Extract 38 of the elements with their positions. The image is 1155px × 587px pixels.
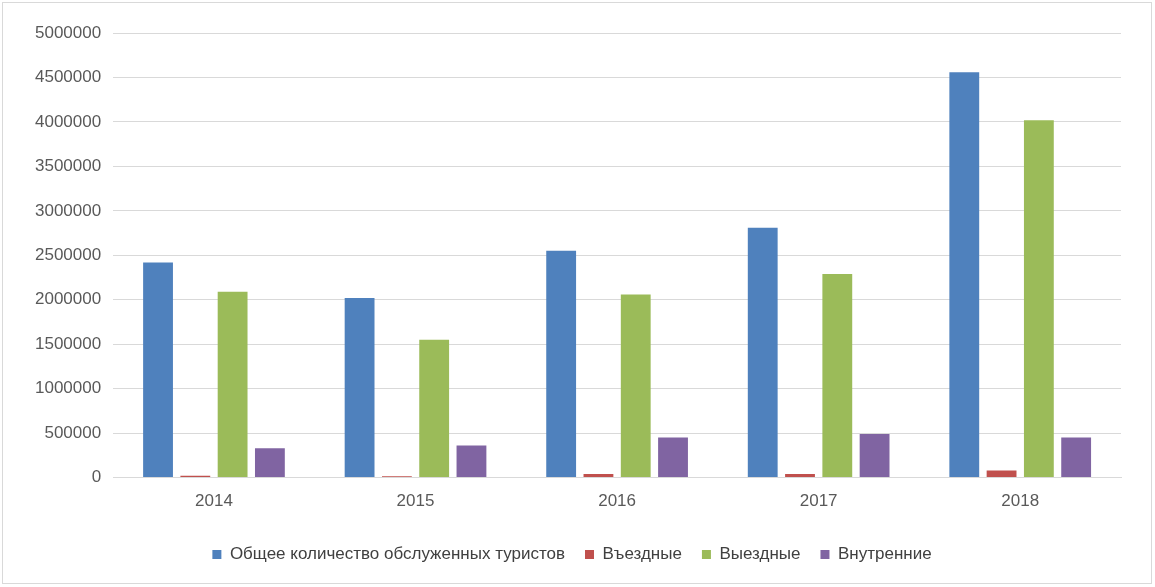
bar: [1023, 120, 1054, 478]
x-tick-label: 2017: [799, 491, 838, 511]
x-tick-label: 2016: [598, 491, 637, 511]
bar: [1061, 437, 1092, 478]
y-tick-label: 1500000: [34, 333, 102, 353]
bar: [344, 297, 375, 478]
y-tick-label: 2000000: [34, 289, 102, 309]
bar: [456, 445, 487, 478]
x-tick-label: 2014: [195, 491, 233, 511]
y-tick-label: 2500000: [34, 244, 102, 264]
legend-label: Общее количество обслуженных туристов: [229, 544, 565, 564]
bar: [583, 474, 614, 478]
bar: [747, 227, 778, 478]
y-tick-label: 1000000: [34, 378, 102, 398]
y-tick-label: 4000000: [34, 111, 102, 131]
y-tick-label: 3500000: [34, 156, 102, 176]
x-tick-label: 2015: [396, 491, 435, 511]
bar: [419, 339, 450, 478]
bar: [546, 250, 577, 478]
bar: [143, 262, 173, 478]
bar: [254, 448, 285, 478]
y-tick-label: 5000000: [34, 22, 102, 42]
bar: [822, 273, 853, 478]
legend-label: Въездные: [602, 544, 682, 564]
y-tick-label: 3000000: [34, 200, 102, 220]
y-tick-label: 0: [91, 467, 102, 487]
bar: [986, 470, 1017, 478]
x-tick-label: 2018: [1001, 491, 1040, 511]
bar: [658, 437, 688, 478]
bar: [949, 72, 980, 478]
bar: [620, 294, 651, 478]
bar: [859, 434, 890, 478]
legend-label: Выездные: [719, 544, 801, 564]
bar: [785, 474, 815, 478]
y-tick-label: 500000: [44, 422, 102, 442]
y-tick-label: 4500000: [34, 67, 102, 87]
legend-label: Внутренние: [837, 544, 932, 564]
bar: [217, 291, 248, 478]
